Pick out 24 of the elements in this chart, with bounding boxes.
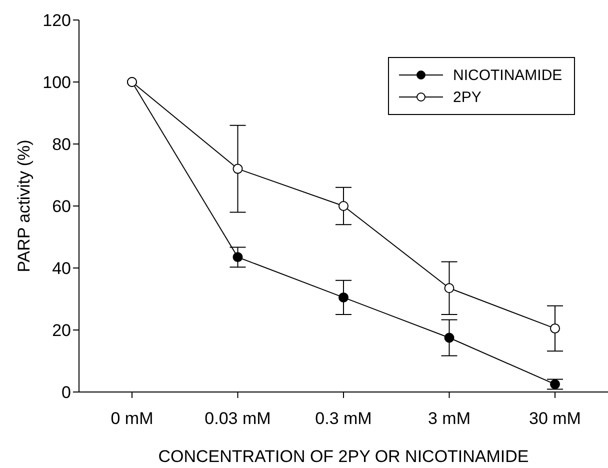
x-tick-label: 0 mM (110, 409, 154, 428)
y-tick-label: 0 (62, 383, 71, 402)
x-tick-label: 0.03 mM (204, 409, 271, 428)
point (338, 292, 348, 302)
y-tick-label: 100 (42, 73, 71, 92)
x-tick-label: 30 mM (529, 409, 581, 428)
x-axis-title: CONCENTRATION OF 2PY OR NICOTINAMIDE (158, 447, 529, 466)
legend-label: NICOTINAMIDE (453, 66, 562, 84)
point (444, 332, 454, 343)
y-tick-label: 120 (42, 11, 71, 30)
y-tick-label: 60 (52, 197, 71, 216)
y-axis-title: PARP activity (%) (14, 140, 34, 272)
point (338, 201, 348, 211)
y-tick-label: 40 (52, 259, 71, 278)
y-tick-label: 20 (52, 321, 71, 340)
x-tick-label: 0.3 mM (315, 409, 372, 428)
x-tick-label: 3 mM (428, 409, 470, 428)
y-tick-label: 80 (52, 135, 71, 154)
point (232, 252, 243, 262)
point (232, 164, 243, 174)
point (550, 323, 560, 334)
point (444, 283, 454, 294)
legend-label: 2PY (453, 88, 482, 106)
point (550, 379, 560, 390)
